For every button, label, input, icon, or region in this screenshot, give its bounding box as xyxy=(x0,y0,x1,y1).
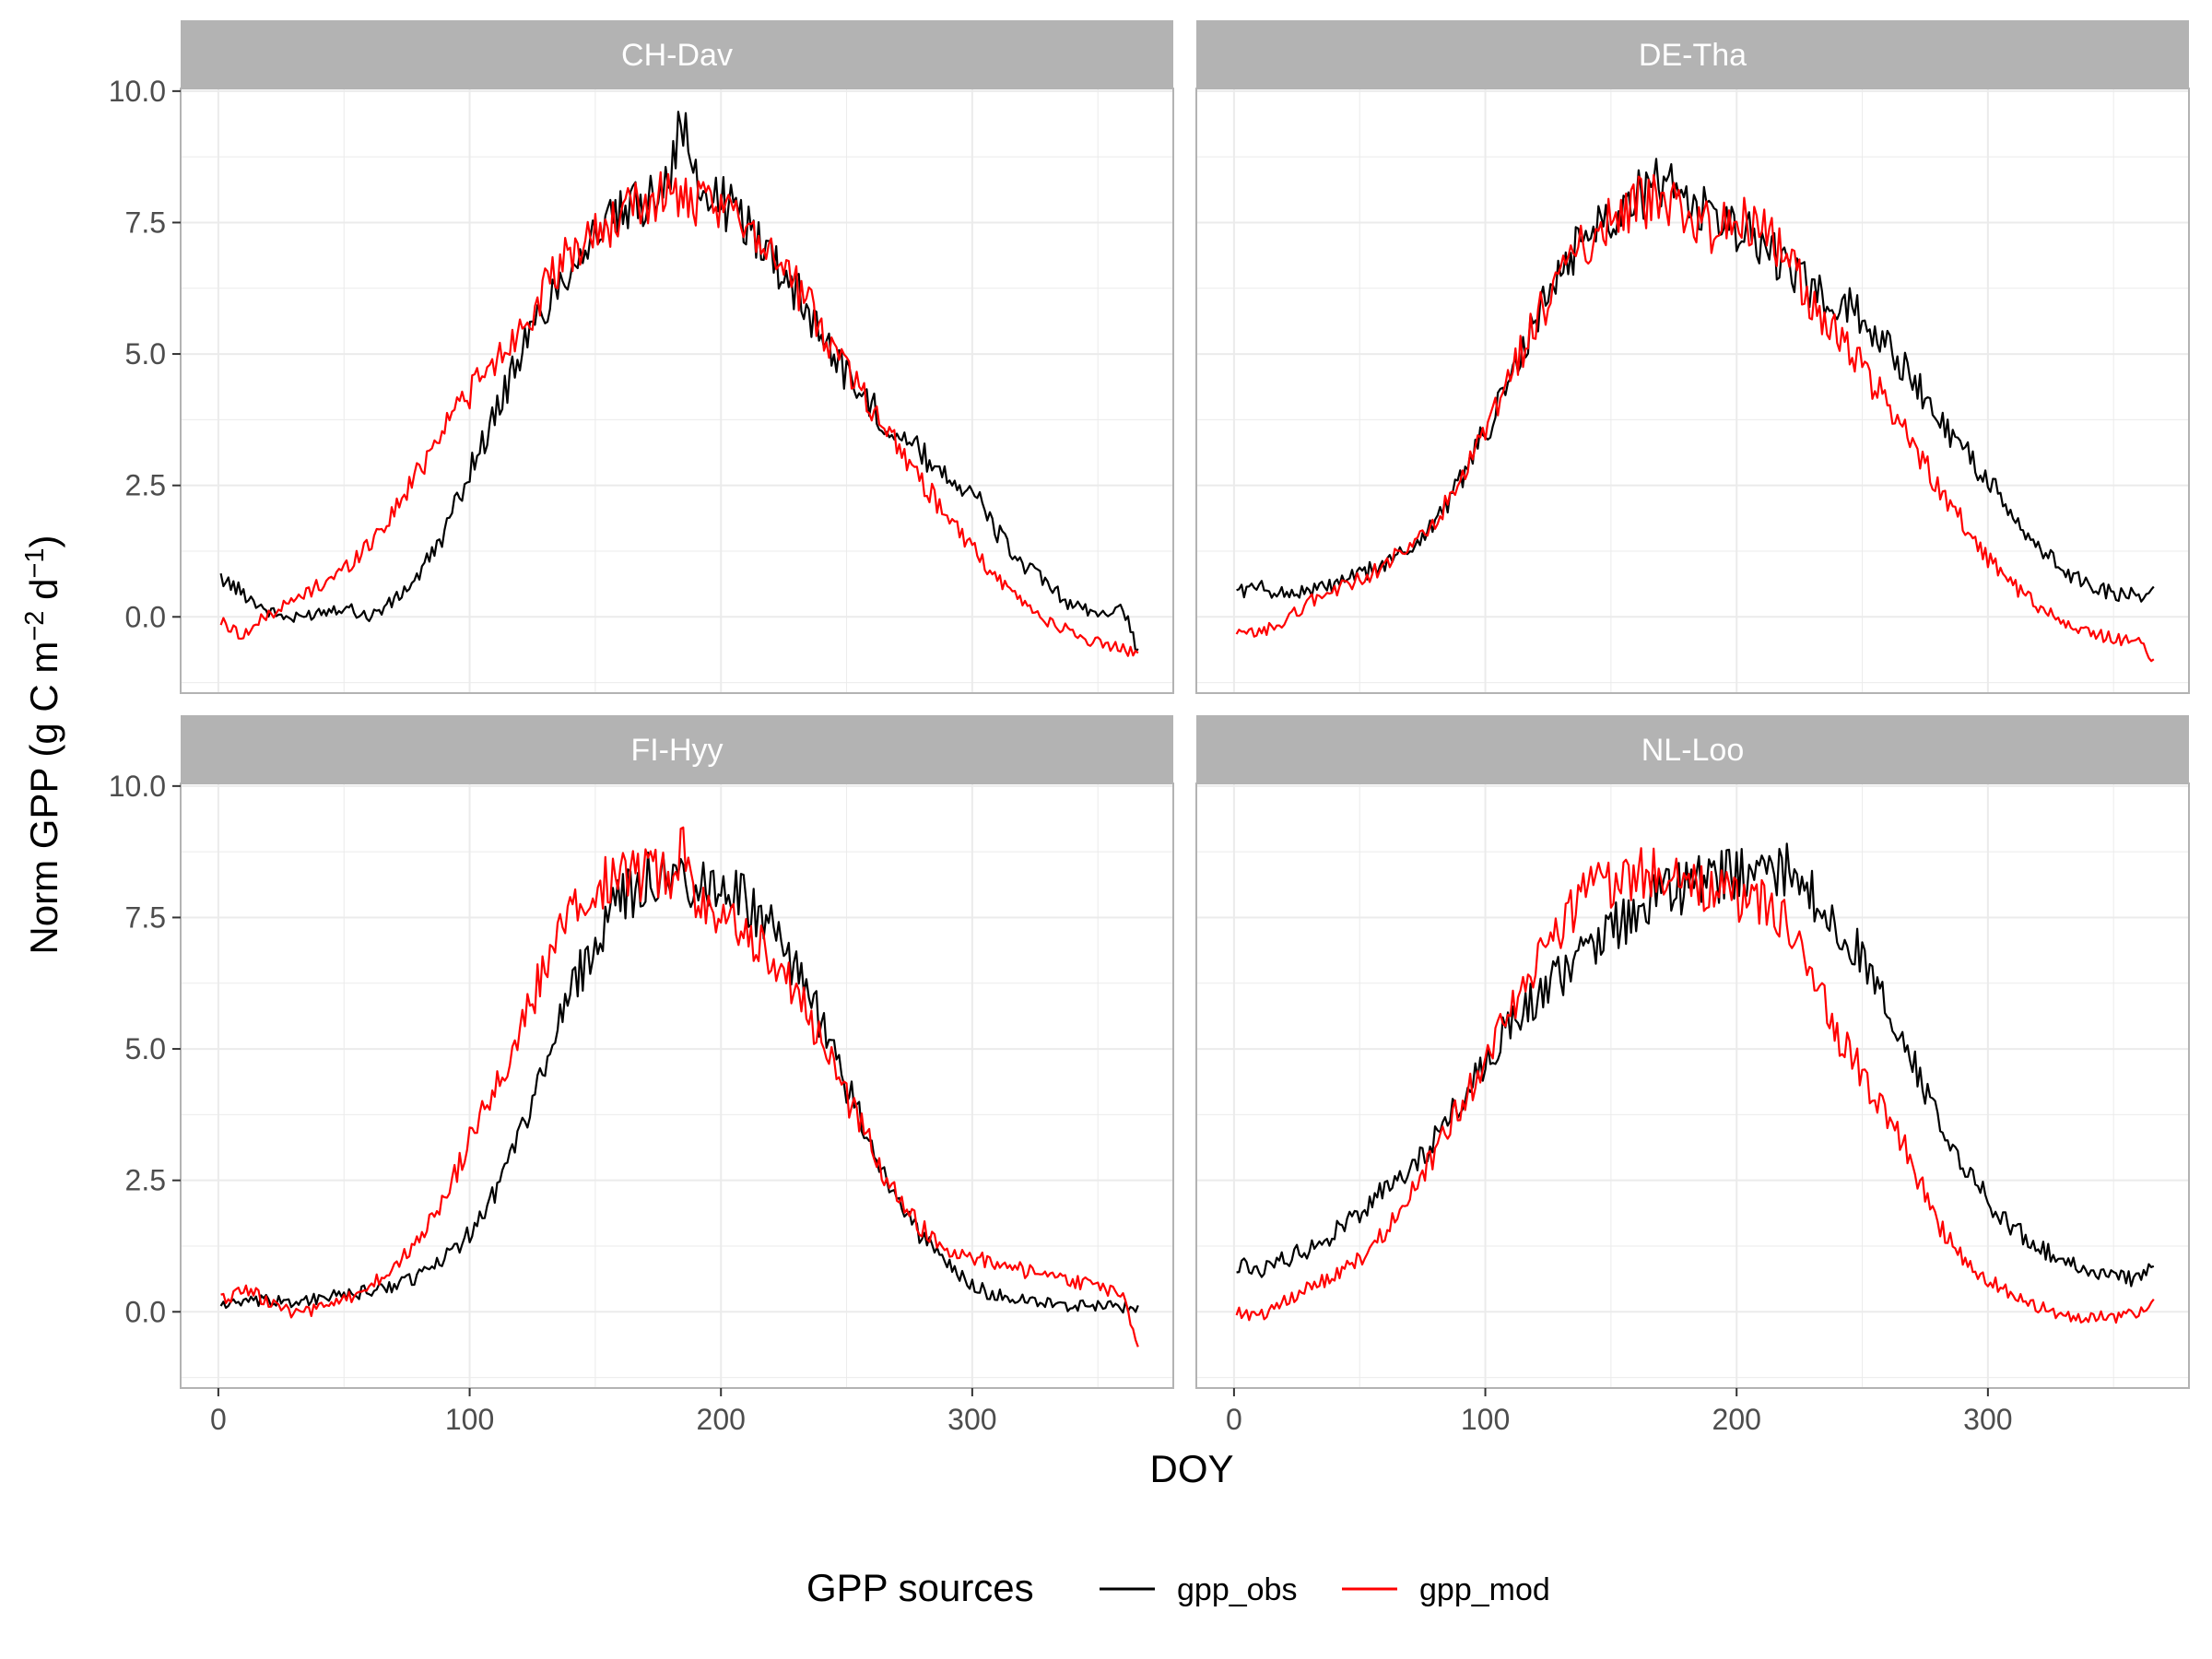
panel-border xyxy=(180,782,1174,1389)
legend-title: GPP sources xyxy=(806,1566,1034,1609)
facet-panels: CH-Dav 0.0 2.5 5.0 7.5 10.0 DE-Tha FI-Hyy 0.0 2.5… xyxy=(109,20,2190,1436)
strip-label-de-tha: DE-Tha xyxy=(1639,38,1747,73)
x-tick-label: 200 xyxy=(1712,1403,1761,1436)
facet-panel-fi-hyy: FI-Hyy 0.0 2.5 5.0 7.5 10.0 0 100 200 300 xyxy=(109,715,1174,1436)
y-tick-label: 10.0 xyxy=(109,75,166,108)
y-tick-label: 0.0 xyxy=(125,600,166,633)
panel-border xyxy=(1195,88,2190,694)
x-tick-label: 0 xyxy=(1226,1403,1242,1436)
facet-panel-nl-loo: NL-Loo 0 100 200 300 xyxy=(1195,715,2190,1436)
y-tick-label: 2.5 xyxy=(125,1164,166,1197)
y-tick-label: 7.5 xyxy=(125,900,166,934)
strip-ch-dav xyxy=(181,20,1173,88)
x-tick-label: 100 xyxy=(1461,1403,1510,1436)
strip-label-fi-hyy: FI-Hyy xyxy=(630,733,723,768)
x-tick-label: 300 xyxy=(947,1403,996,1436)
legend-label-gpp-obs: gpp_obs xyxy=(1177,1572,1297,1607)
series-line-gpp-obs xyxy=(1236,158,2155,603)
facet-panel-de-tha: DE-Tha xyxy=(1195,20,2190,694)
x-tick-label: 0 xyxy=(210,1403,227,1436)
y-tick-label: 10.0 xyxy=(109,770,166,803)
series-line-gpp-mod xyxy=(1235,847,2155,1324)
y-tick-label: 5.0 xyxy=(125,1032,166,1065)
series-line-gpp-mod xyxy=(219,171,1139,657)
y-tick-label: 7.5 xyxy=(125,206,166,239)
strip-label-nl-loo: NL-Loo xyxy=(1641,733,1745,768)
x-axis-title: DOY xyxy=(1149,1447,1233,1490)
panel-background xyxy=(181,783,1173,1388)
legend-label-gpp-mod: gpp_mod xyxy=(1419,1572,1550,1607)
y-tick-label: 2.5 xyxy=(125,469,166,502)
strip-fi-hyy xyxy=(181,715,1173,783)
series-line-gpp-obs xyxy=(219,111,1139,653)
y-tick-label: 0.0 xyxy=(125,1295,166,1328)
facet-panel-ch-dav: CH-Dav 0.0 2.5 5.0 7.5 10.0 xyxy=(109,20,1174,694)
panel-border xyxy=(180,88,1174,694)
strip-label-ch-dav: CH-Dav xyxy=(621,38,733,73)
strip-nl-loo xyxy=(1196,715,2189,783)
series-line-gpp-mod xyxy=(1235,173,2155,663)
legend: GPP sources gpp_obs gpp_mod xyxy=(806,1566,1550,1609)
x-tick-label: 300 xyxy=(1963,1403,2012,1436)
y-axis-title: Norm GPP (g C m−2 d−1) xyxy=(20,535,65,954)
panel-background xyxy=(1196,88,2189,693)
panel-border xyxy=(1195,782,2190,1389)
series-line-gpp-obs xyxy=(1236,842,2155,1288)
x-tick-label: 200 xyxy=(697,1403,746,1436)
x-tick-label: 100 xyxy=(445,1403,494,1436)
y-tick-label: 5.0 xyxy=(125,337,166,371)
strip-de-tha xyxy=(1196,20,2189,88)
series-line-gpp-mod xyxy=(220,826,1139,1347)
